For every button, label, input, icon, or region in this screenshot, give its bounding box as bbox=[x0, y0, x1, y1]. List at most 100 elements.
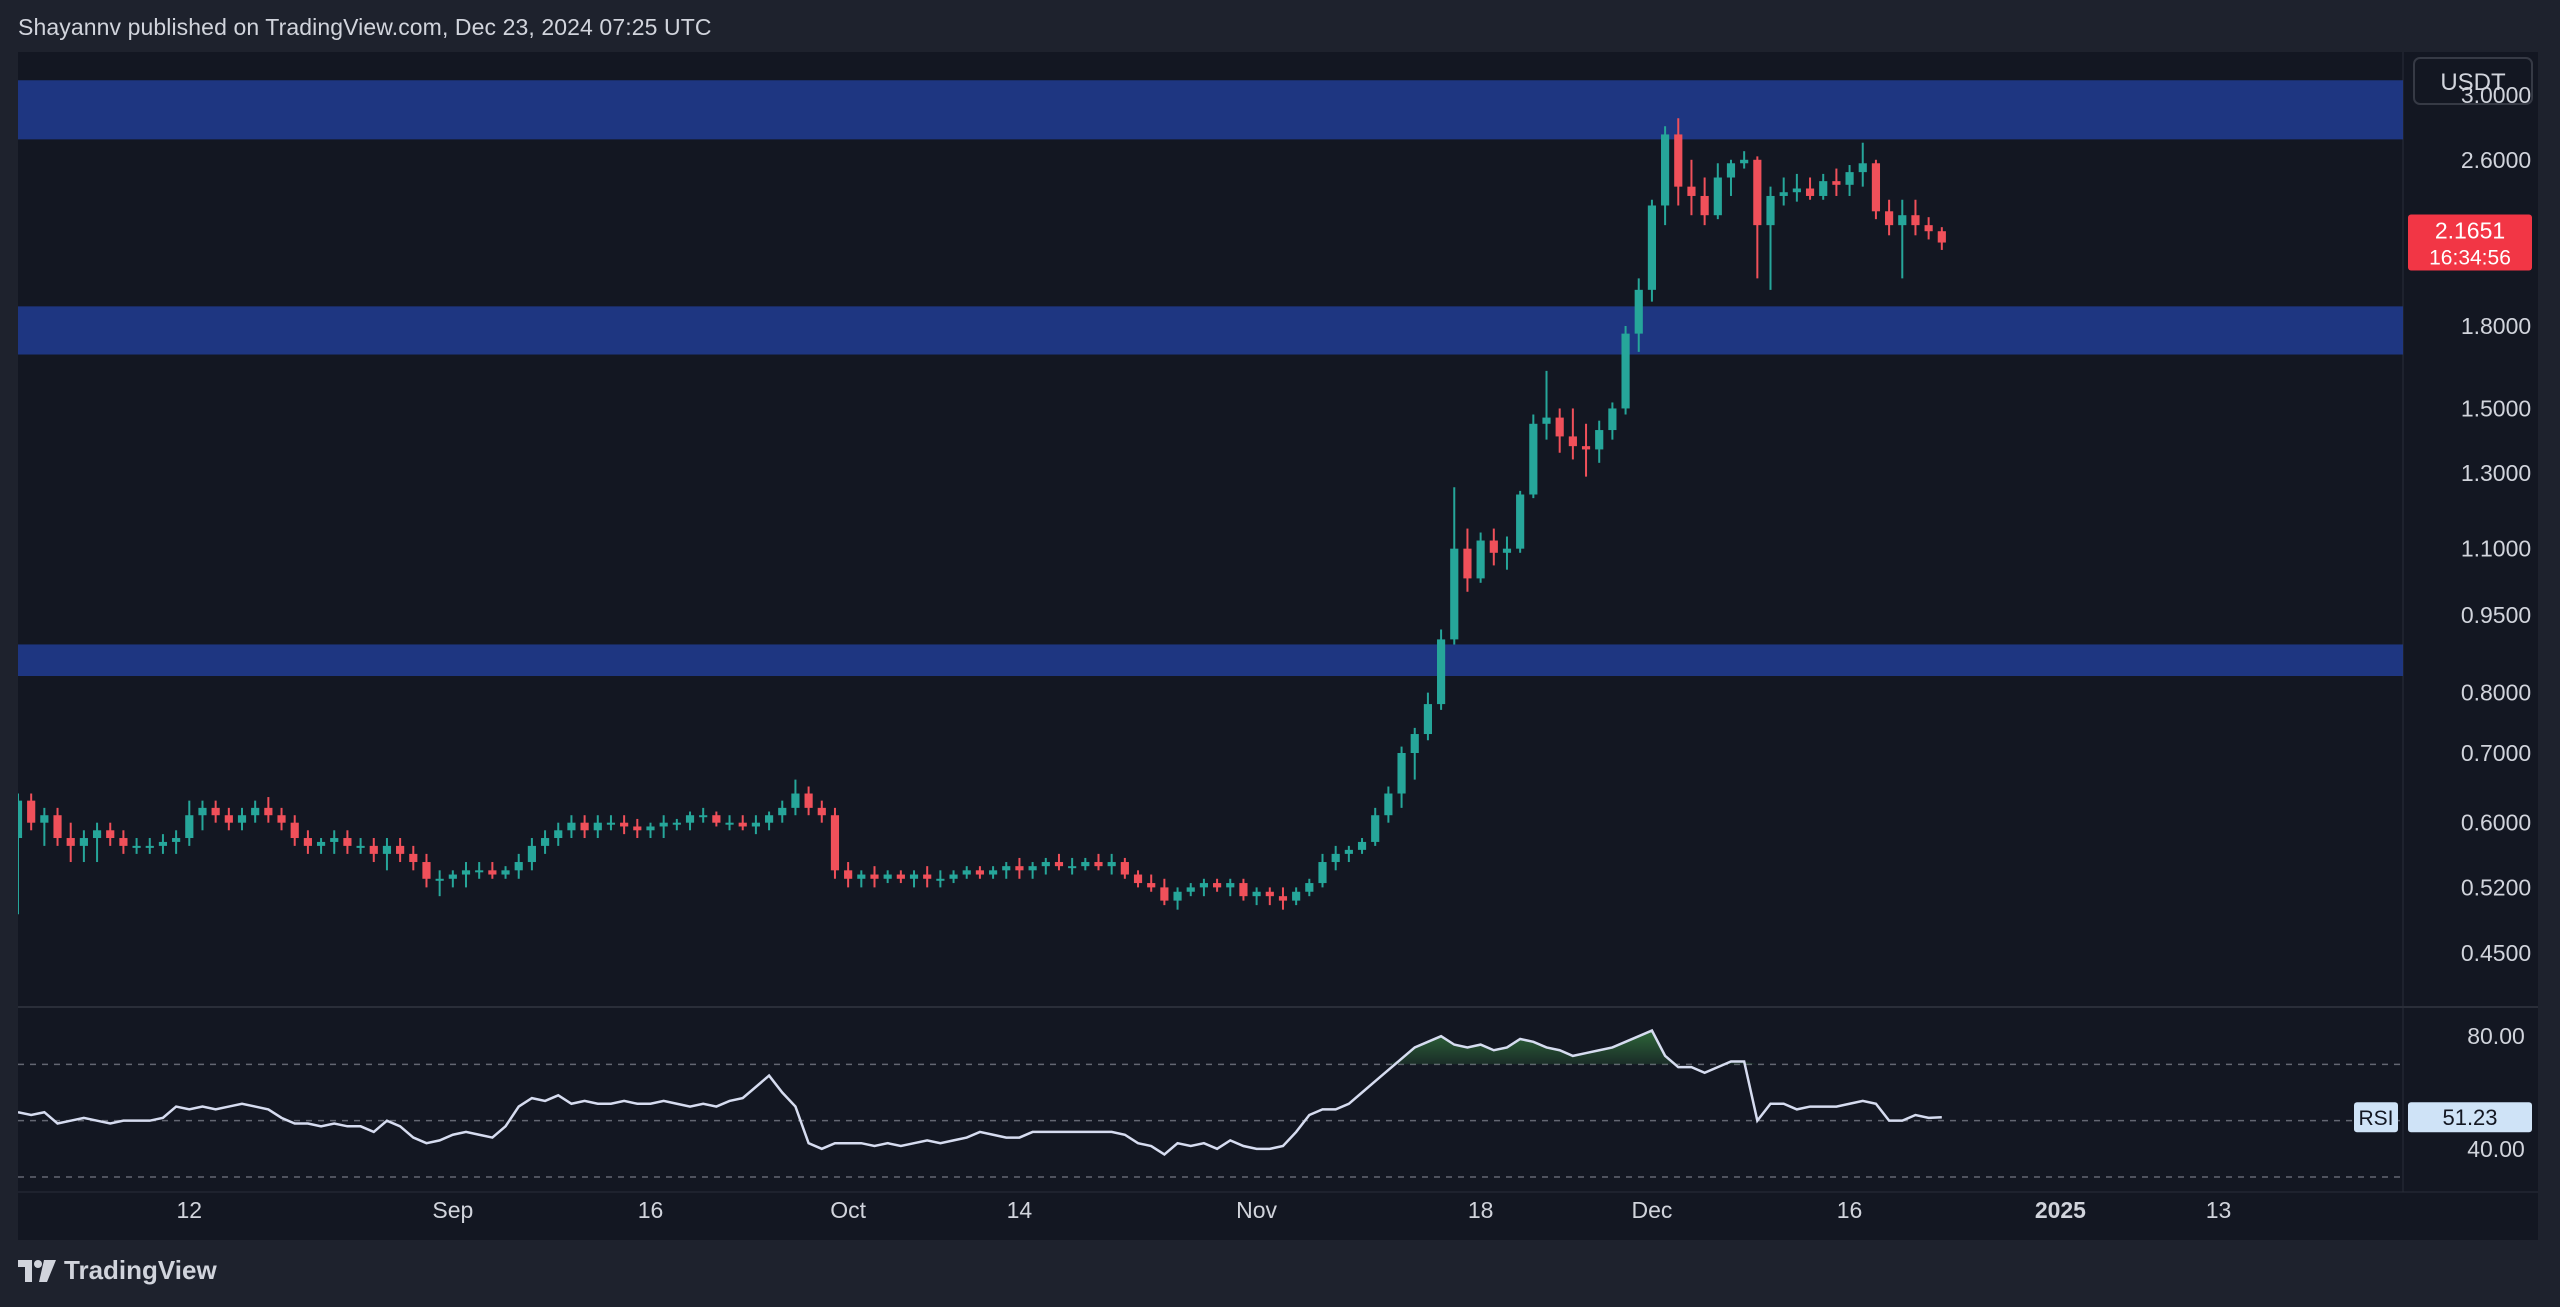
candle-body bbox=[580, 822, 589, 831]
candle-body bbox=[988, 870, 998, 875]
candle-body bbox=[514, 862, 523, 871]
candle-body bbox=[501, 870, 510, 875]
candle-body bbox=[396, 845, 405, 854]
price-tick-label: 0.4500 bbox=[2461, 940, 2531, 966]
candle-body bbox=[844, 870, 853, 879]
candle-body bbox=[1278, 896, 1288, 901]
candle-body bbox=[870, 874, 879, 879]
candle-body bbox=[1674, 134, 1683, 187]
candle-body bbox=[475, 870, 484, 873]
candle-body bbox=[606, 822, 616, 825]
candle-body bbox=[527, 845, 536, 863]
candle-body bbox=[1357, 841, 1367, 850]
candle-body bbox=[237, 815, 247, 823]
price-tick-label: 1.1000 bbox=[2461, 536, 2531, 562]
support-resistance-zone bbox=[18, 644, 2403, 676]
candle-body bbox=[1542, 417, 1551, 424]
candle-body bbox=[1595, 430, 1604, 450]
candle-body bbox=[53, 815, 62, 839]
chart-frame[interactable]: 3.0000 2.6000 1.8000 1.5000 1.3000 1.1000 0.95… bbox=[18, 52, 2538, 1240]
time-tick-label: 14 bbox=[1007, 1197, 1033, 1223]
candle-body bbox=[224, 815, 233, 823]
candle-body bbox=[1463, 548, 1472, 579]
candle-body bbox=[883, 874, 892, 879]
tradingview-logo-icon bbox=[18, 1259, 56, 1282]
price-tick-label: 2.6000 bbox=[2461, 147, 2531, 173]
candle-body bbox=[264, 807, 273, 816]
candle-body bbox=[699, 815, 708, 818]
rsi-name-label: RSI bbox=[2358, 1107, 2393, 1130]
candle-body bbox=[1740, 159, 1749, 164]
brand-footer[interactable]: TradingView bbox=[18, 1255, 217, 1286]
candle-body bbox=[1898, 215, 1907, 226]
candle-body bbox=[145, 845, 154, 848]
candle-body bbox=[172, 838, 181, 842]
candle-body bbox=[1437, 639, 1446, 705]
candle-body bbox=[1015, 866, 1024, 871]
candle-body bbox=[211, 807, 220, 816]
candle-body bbox=[1107, 862, 1116, 867]
candle-body bbox=[79, 838, 88, 846]
candle-body bbox=[1792, 188, 1801, 193]
last-price-badge bbox=[2408, 214, 2532, 271]
candle-body bbox=[1384, 793, 1393, 816]
candle-body bbox=[646, 826, 655, 831]
candle-body bbox=[1292, 891, 1301, 901]
time-tick-label: 16 bbox=[638, 1197, 664, 1223]
candle-body bbox=[106, 830, 115, 839]
currency-box bbox=[2413, 57, 2533, 105]
candle-body bbox=[725, 822, 734, 825]
candle-body bbox=[119, 838, 128, 846]
candle-body bbox=[751, 822, 760, 827]
candle-body bbox=[251, 807, 260, 816]
candle-body bbox=[356, 845, 365, 848]
chart-canvas[interactable]: 3.00002.60001.80001.50001.30001.10000.95… bbox=[18, 52, 2538, 1240]
candle-body bbox=[1160, 887, 1169, 901]
candle-body bbox=[1120, 862, 1129, 875]
candle-body bbox=[659, 822, 668, 827]
rsi-layer bbox=[18, 1028, 2403, 1178]
candle-body bbox=[435, 878, 444, 881]
time-tick-label: Nov bbox=[1236, 1197, 1277, 1223]
rsi-line bbox=[18, 1028, 1942, 1157]
time-tick-label: 13 bbox=[2206, 1197, 2232, 1223]
candle-body bbox=[804, 793, 813, 808]
candle-body bbox=[1147, 883, 1156, 888]
zone-layer bbox=[18, 80, 2403, 676]
candle-body bbox=[1726, 163, 1736, 178]
candle-body bbox=[1647, 205, 1657, 290]
rsi-value-badge bbox=[2408, 1102, 2532, 1133]
candle-body bbox=[1687, 186, 1696, 196]
candle-body bbox=[1779, 192, 1788, 196]
candle-body bbox=[1068, 866, 1077, 869]
candle-body bbox=[18, 800, 23, 839]
publisher-caption: Shayannv published on TradingView.com, D… bbox=[18, 14, 712, 40]
candle-body bbox=[593, 822, 602, 831]
candle-body bbox=[791, 793, 800, 808]
candle-body bbox=[1371, 815, 1380, 842]
candle-body bbox=[672, 822, 681, 825]
candle-body bbox=[382, 845, 392, 854]
candle-body bbox=[1002, 866, 1011, 871]
candle-body bbox=[1331, 853, 1340, 863]
time-tick-label: Sep bbox=[432, 1197, 473, 1223]
candle-body bbox=[448, 874, 457, 879]
candle-body bbox=[1819, 181, 1828, 196]
candle-body bbox=[40, 815, 49, 823]
candle-body bbox=[1502, 548, 1512, 553]
candle-body bbox=[1489, 540, 1498, 553]
candle-body bbox=[409, 853, 418, 863]
price-tick-label: 1.8000 bbox=[2461, 313, 2531, 339]
candle-body bbox=[1516, 494, 1525, 549]
candle-body bbox=[1041, 862, 1050, 867]
rsi-value-label: 51.23 bbox=[2442, 1105, 2497, 1130]
candle-body bbox=[1476, 540, 1485, 579]
candle-body bbox=[1529, 423, 1538, 495]
candle-body bbox=[1845, 172, 1854, 185]
price-tick-label: 1.5000 bbox=[2461, 395, 2531, 421]
candle-body bbox=[1608, 408, 1617, 431]
candle-body bbox=[303, 838, 312, 846]
candle-layer bbox=[18, 118, 1946, 915]
candle-body bbox=[1265, 891, 1274, 897]
candle-body bbox=[1186, 887, 1195, 892]
